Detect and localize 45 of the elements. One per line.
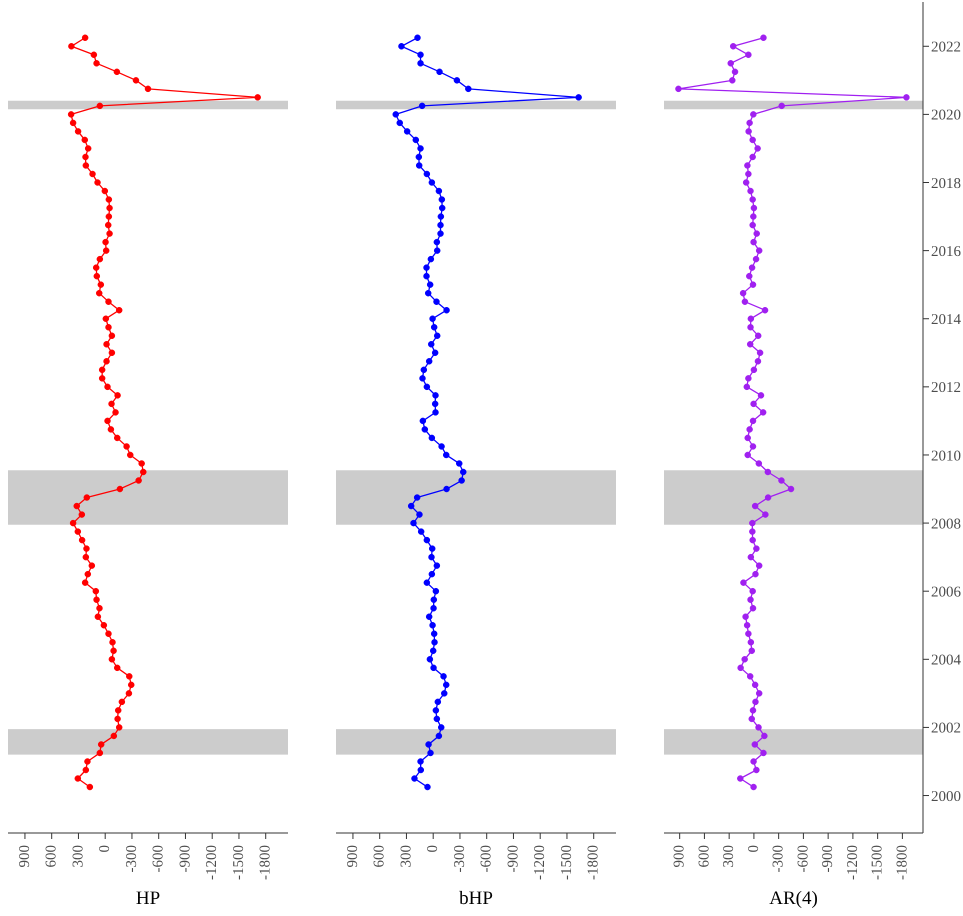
x-tick-label: 900 bbox=[672, 845, 688, 868]
x-axis-title: AR(4) bbox=[769, 888, 818, 909]
x-tick-label: -900 bbox=[177, 845, 194, 872]
y-tick-label: 2014 bbox=[931, 312, 962, 328]
y-tick-label: 2012 bbox=[931, 380, 961, 396]
x-tick-label: -1800 bbox=[894, 845, 910, 880]
y-tick-label: 2008 bbox=[931, 516, 961, 532]
x-tick-label: -300 bbox=[452, 845, 468, 872]
y-tick-label: 2004 bbox=[931, 652, 962, 669]
y-tick-label: 2002 bbox=[931, 720, 961, 737]
y-tick-label: 2020 bbox=[931, 108, 961, 124]
x-tick-label: 300 bbox=[398, 845, 414, 868]
x-tick-label: -1200 bbox=[204, 845, 220, 880]
y-tick-label: 2018 bbox=[931, 176, 961, 192]
x-tick-label: 600 bbox=[696, 845, 712, 868]
y-tick-label: 2000 bbox=[931, 788, 961, 805]
x-tick-label: -1500 bbox=[230, 845, 247, 880]
x-tick-label: -600 bbox=[150, 845, 167, 872]
x-tick-label: 300 bbox=[70, 845, 86, 868]
x-tick-label: 900 bbox=[16, 845, 33, 868]
x-tick-label: -600 bbox=[478, 845, 495, 872]
x-tick-label: -900 bbox=[820, 845, 836, 872]
x-tick-label: -1500 bbox=[870, 845, 886, 880]
x-tick-label: -300 bbox=[124, 845, 140, 872]
x-tick-label: -900 bbox=[505, 845, 522, 872]
x-tick-label: 600 bbox=[372, 845, 388, 868]
y-tick-label: 2016 bbox=[931, 244, 962, 260]
x-tick-label: -1200 bbox=[844, 845, 861, 880]
x-tick-label: 900 bbox=[344, 845, 361, 868]
x-tick-label: 0 bbox=[746, 845, 762, 852]
x-tick-label: -1800 bbox=[258, 845, 274, 880]
x-tick-label: 0 bbox=[97, 845, 114, 852]
x-tick-label: -1500 bbox=[558, 845, 575, 880]
x-tick-label: -1800 bbox=[586, 845, 602, 880]
x-axis-title: HP bbox=[136, 888, 160, 909]
x-axis-title: bHP bbox=[459, 888, 493, 909]
x-tick-label: -600 bbox=[795, 845, 812, 872]
x-tick-label: 300 bbox=[721, 845, 738, 868]
y-tick-label: 2022 bbox=[931, 40, 961, 56]
x-tick-label: -300 bbox=[770, 845, 787, 872]
x-tick-label: 600 bbox=[44, 845, 60, 868]
x-tick-label: -1200 bbox=[532, 845, 548, 880]
y-tick-label: 2006 bbox=[931, 584, 962, 601]
y-tick-label: 2010 bbox=[931, 448, 961, 464]
x-tick-label: 0 bbox=[425, 845, 442, 852]
